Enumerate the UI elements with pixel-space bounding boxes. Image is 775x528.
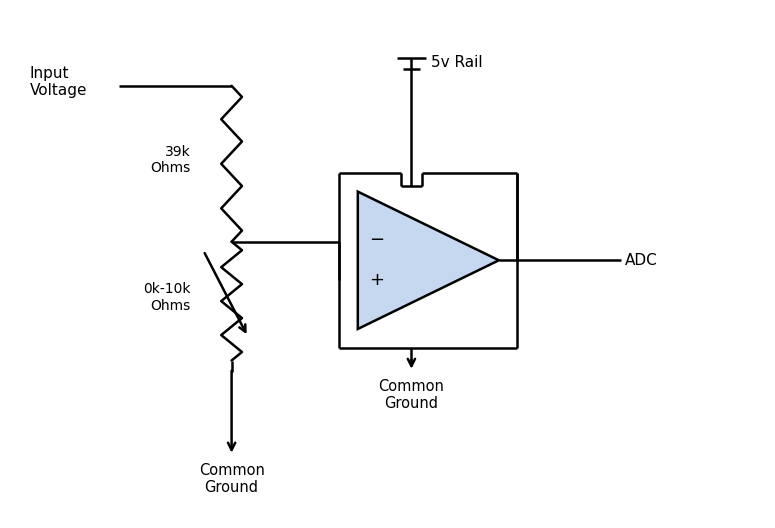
Text: Input
Voltage: Input Voltage [29, 66, 87, 98]
Text: 5v Rail: 5v Rail [432, 54, 483, 70]
Polygon shape [358, 192, 499, 329]
Text: Common
Ground: Common Ground [378, 379, 444, 411]
Text: +: + [369, 271, 384, 289]
Text: 39k
Ohms: 39k Ohms [150, 145, 191, 175]
Text: ADC: ADC [625, 253, 658, 268]
Text: Common
Ground: Common Ground [198, 463, 264, 495]
Text: 0k-10k
Ohms: 0k-10k Ohms [143, 282, 191, 313]
Text: −: − [369, 231, 384, 249]
